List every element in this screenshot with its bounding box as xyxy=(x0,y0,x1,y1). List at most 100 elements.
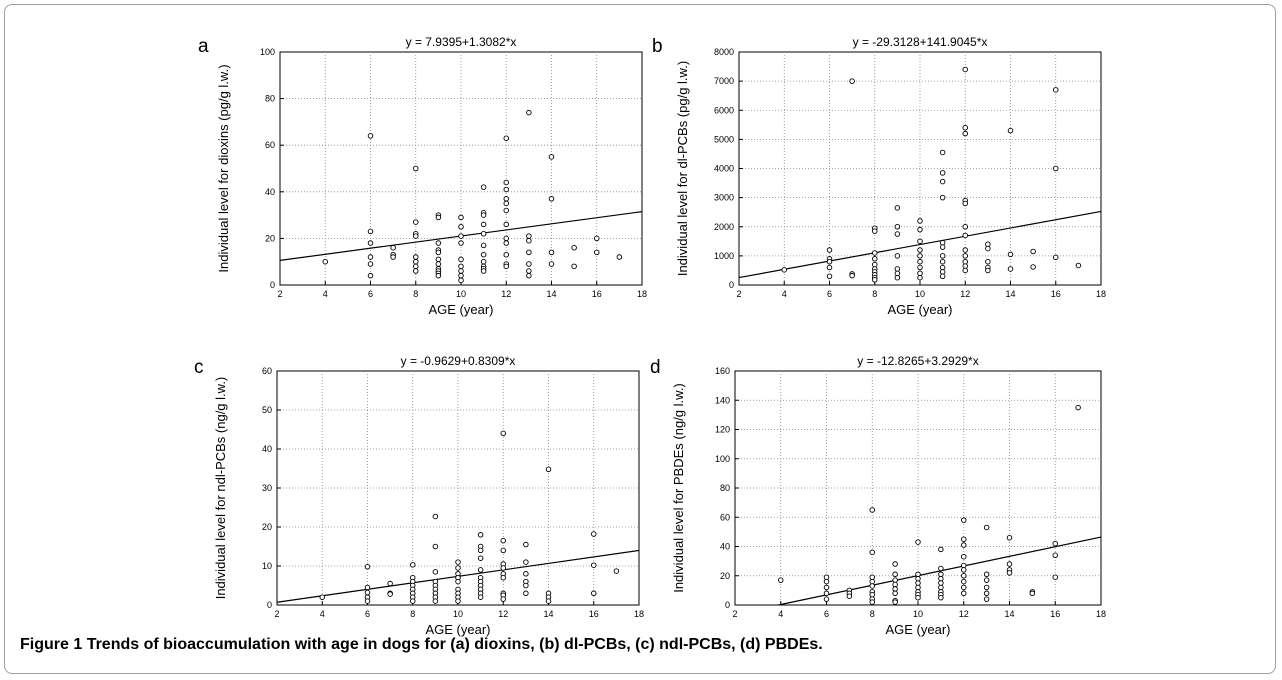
data-point xyxy=(961,573,967,579)
x-tick-label: 12 xyxy=(501,289,511,299)
data-point xyxy=(826,247,833,253)
x-tick-label: 4 xyxy=(778,609,783,619)
data-point xyxy=(781,267,788,273)
data-point xyxy=(869,574,876,580)
data-point xyxy=(917,258,923,265)
data-point xyxy=(1007,251,1014,258)
data-point xyxy=(526,268,532,274)
data-point xyxy=(413,254,419,260)
data-point xyxy=(500,565,507,571)
data-point xyxy=(917,238,923,245)
data-point xyxy=(983,571,990,578)
data-point xyxy=(915,571,921,578)
data-point xyxy=(413,233,419,239)
y-tick-label: 6000 xyxy=(714,105,734,115)
data-point xyxy=(367,272,374,279)
data-point xyxy=(915,575,921,582)
y-tick-label: 0 xyxy=(267,600,272,610)
data-point xyxy=(480,242,487,249)
y-tick-label: 80 xyxy=(265,94,275,104)
x-axis-label-c: AGE (year) xyxy=(425,622,490,637)
data-point xyxy=(503,179,510,186)
data-point xyxy=(477,567,484,573)
data-point xyxy=(823,584,830,591)
y-tick-label: 100 xyxy=(260,47,275,57)
data-point xyxy=(458,240,464,246)
data-point xyxy=(571,244,577,251)
figure-caption: Figure 1 Trends of bioaccumulation with … xyxy=(20,636,823,654)
data-point xyxy=(503,200,510,207)
data-point xyxy=(432,513,439,520)
data-point xyxy=(477,555,484,561)
data-point xyxy=(961,536,967,542)
data-point xyxy=(961,542,967,548)
y-tick-label: 40 xyxy=(262,444,272,454)
data-point xyxy=(938,571,944,578)
data-point xyxy=(435,214,442,221)
data-point xyxy=(387,591,393,597)
data-point xyxy=(939,273,946,280)
data-point xyxy=(917,218,923,224)
x-tick-label: 14 xyxy=(1004,609,1014,619)
data-point xyxy=(545,598,552,604)
data-point xyxy=(458,268,464,274)
data-point xyxy=(526,109,532,116)
data-point xyxy=(826,273,833,280)
data-point xyxy=(872,256,878,262)
data-point xyxy=(823,590,830,597)
y-tick-label: 40 xyxy=(720,542,730,552)
data-point xyxy=(1006,534,1013,541)
y-tick-label: 20 xyxy=(265,233,275,243)
y-tick-label: 5000 xyxy=(714,134,734,144)
data-point xyxy=(480,184,487,190)
data-point xyxy=(455,559,461,565)
data-point xyxy=(367,240,374,246)
data-point xyxy=(435,256,442,263)
data-point xyxy=(846,593,853,599)
x-tick-label: 2 xyxy=(736,289,741,299)
y-tick-label: 60 xyxy=(720,512,730,522)
data-point xyxy=(894,266,901,272)
data-point xyxy=(526,261,532,267)
panel-letter-a: a xyxy=(198,36,209,57)
data-point xyxy=(500,547,507,554)
panel-title-d: y = -12.8265+3.2929*x xyxy=(857,354,978,368)
data-point xyxy=(915,584,921,591)
x-tick-label: 18 xyxy=(634,609,644,619)
data-point xyxy=(364,598,371,604)
data-point xyxy=(1052,254,1059,261)
data-point xyxy=(500,596,507,602)
data-point xyxy=(962,124,969,131)
data-point xyxy=(985,258,991,265)
x-tick-label: 8 xyxy=(413,289,418,299)
data-point xyxy=(939,264,946,271)
data-point xyxy=(938,565,944,572)
data-point xyxy=(523,559,529,565)
x-tick-label: 16 xyxy=(589,609,599,619)
data-point xyxy=(962,232,969,239)
data-point xyxy=(961,578,967,585)
data-point xyxy=(962,263,969,269)
x-tick-label: 6 xyxy=(365,609,370,619)
y-tick-label: 0 xyxy=(725,600,730,610)
data-point xyxy=(939,170,946,176)
data-point xyxy=(962,200,969,207)
x-tick-label: 4 xyxy=(782,289,787,299)
x-tick-label: 6 xyxy=(368,289,373,299)
x-tick-label: 10 xyxy=(913,609,923,619)
data-point xyxy=(962,258,969,265)
data-point xyxy=(1052,165,1059,172)
data-point xyxy=(477,532,484,538)
data-point xyxy=(917,226,923,233)
x-tick-label: 2 xyxy=(732,609,737,619)
data-point xyxy=(1075,262,1082,269)
data-point xyxy=(892,590,898,597)
x-tick-label: 12 xyxy=(498,609,508,619)
panel-letter-c: c xyxy=(194,357,204,378)
y-tick-label: 160 xyxy=(715,366,730,376)
data-point xyxy=(894,205,901,211)
data-point xyxy=(939,178,946,185)
y-tick-label: 120 xyxy=(715,425,730,435)
data-point xyxy=(892,586,898,592)
y-tick-label: 2000 xyxy=(714,222,734,232)
